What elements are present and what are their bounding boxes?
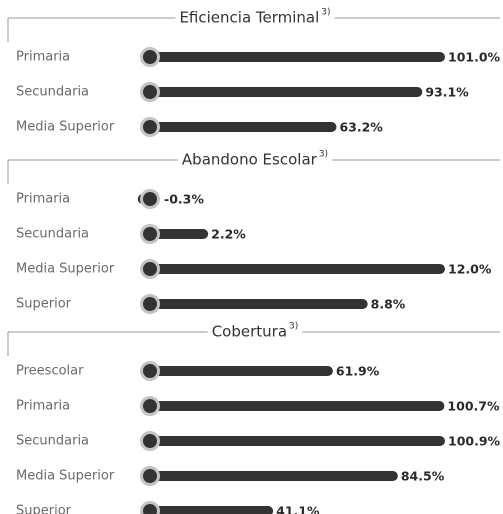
category-label: Superior: [16, 297, 72, 312]
value-label: 8.8%: [371, 297, 406, 312]
value-label: 100.9%: [448, 434, 501, 449]
bar: [145, 122, 337, 132]
section: Cobertura 3) Preescolar 61.9% Primaria 100.7%…: [7, 322, 501, 514]
title-note: 3): [319, 150, 328, 160]
bar-knob: [140, 117, 160, 137]
category-label: Media Superior: [16, 262, 115, 277]
category-label: Secundaria: [16, 85, 89, 100]
category-label: Superior: [16, 504, 72, 514]
value-label: 93.1%: [425, 85, 469, 100]
category-label: Preescolar: [16, 364, 84, 379]
bar-knob: [140, 396, 160, 416]
value-label: 100.7%: [447, 399, 500, 414]
bar: [145, 471, 398, 481]
category-label: Secundaria: [16, 434, 89, 449]
category-label: Media Superior: [16, 120, 115, 135]
section-title: Abandono Escolar: [182, 151, 318, 169]
category-label: Primaria: [16, 399, 70, 414]
bar-knob: [140, 224, 160, 244]
bar-knob: [140, 466, 160, 486]
title-note: 3): [321, 8, 330, 18]
value-label: 61.9%: [336, 364, 380, 379]
bar-knob: [140, 82, 160, 102]
title-note: 3): [289, 322, 298, 332]
value-label: 12.0%: [448, 262, 492, 277]
section-title: Cobertura: [212, 323, 287, 341]
bar-knob: [140, 501, 160, 514]
bar: [145, 401, 445, 411]
bar-knob: [140, 294, 160, 314]
value-label: 41.1%: [276, 504, 320, 514]
category-label: Secundaria: [16, 227, 89, 242]
section-title: Eficiencia Terminal: [179, 9, 319, 27]
value-label: 63.2%: [339, 120, 383, 135]
bar: [145, 506, 274, 514]
bar: [145, 87, 423, 97]
bar-knob: [140, 47, 160, 67]
bar-knob: [140, 361, 160, 381]
bar: [145, 264, 445, 274]
value-label: 101.0%: [448, 50, 501, 65]
bar: [145, 366, 333, 376]
category-label: Media Superior: [16, 469, 115, 484]
category-label: Primaria: [16, 50, 70, 65]
bar: [145, 229, 209, 239]
bar-knob: [140, 259, 160, 279]
category-label: Primaria: [16, 192, 70, 207]
value-label: -0.3%: [164, 192, 204, 207]
bar: [145, 436, 445, 446]
value-label: 2.2%: [211, 227, 246, 242]
section: Abandono Escolar 3) Primaria -0.3% Secundari…: [7, 150, 500, 314]
bar-knob: [140, 431, 160, 451]
bar-knob: [140, 189, 160, 209]
bar: [145, 299, 368, 309]
value-label: 84.5%: [401, 469, 445, 484]
section: Eficiencia Terminal 3) Primaria 101.0% Secun…: [7, 8, 501, 137]
bar: [145, 52, 445, 62]
